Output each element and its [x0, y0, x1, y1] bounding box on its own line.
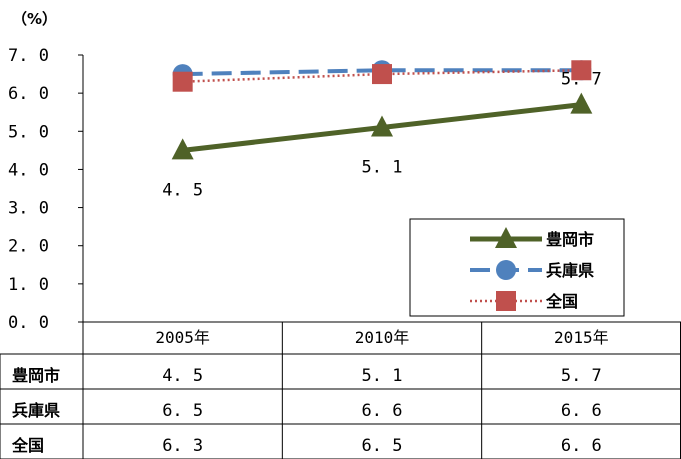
- table-cell: 6. 6: [561, 401, 602, 421]
- data-point-3: [372, 64, 392, 85]
- series-line-3: [182, 69, 582, 83]
- series-line-2: [182, 68, 582, 77]
- y-tick-label: 1. 0: [8, 275, 49, 295]
- y-axis: （%） 0. 0 1. 0 2. 0 3. 0 4. 0 5. 0 6. 0 7. 0: [8, 10, 84, 459]
- table-cell: 6. 3: [162, 436, 203, 456]
- data-label: 5. 7: [561, 70, 602, 90]
- data-labels: 4. 5 5. 1 5. 7: [162, 70, 602, 201]
- data-point-1: [570, 92, 593, 114]
- data-point-1: [171, 138, 194, 160]
- data-point-1: [371, 115, 393, 137]
- x-category-label: 2010年: [355, 328, 410, 347]
- chart-frame: 2005年 2010年 2015年: [0, 321, 681, 459]
- table-cell: 5. 7: [561, 366, 602, 386]
- data-label: 5. 1: [362, 157, 403, 177]
- data-point-3: [571, 60, 592, 81]
- y-tick-label: 5. 0: [8, 122, 49, 142]
- data-point-3: [172, 71, 193, 92]
- legend-entry: 兵庫県: [546, 261, 594, 280]
- table-cell: 5. 1: [362, 366, 403, 386]
- y-unit-label: （%）: [12, 10, 57, 28]
- y-tick-label: 3. 0: [8, 199, 49, 219]
- y-tick-label: 0. 0: [8, 313, 49, 333]
- table-cell: 6. 6: [561, 436, 602, 456]
- series-layer: [171, 60, 593, 160]
- y-tick-label: 4. 0: [8, 160, 49, 180]
- table-cell: 6. 5: [162, 401, 203, 421]
- table-row-header: 全国: [11, 436, 44, 455]
- table-row-header: 豊岡市: [12, 366, 60, 385]
- y-tick-label: 2. 0: [8, 237, 49, 257]
- table-row-header: 兵庫県: [12, 401, 60, 420]
- data-label: 4. 5: [162, 180, 203, 200]
- table-cell: 4. 5: [162, 366, 203, 386]
- y-tick-label: 7. 0: [8, 46, 49, 66]
- table-cell: 6. 5: [362, 436, 403, 456]
- legend-swatch-marker: [495, 227, 517, 248]
- data-table: 豊岡市 4. 5 5. 1 5. 7 兵庫県 6. 5 6. 6 6. 6 全国 6. 3 6. 5…: [0, 366, 681, 459]
- legend-swatch-marker: [496, 260, 516, 280]
- legend-entry: 全国: [545, 292, 578, 311]
- legend-entry: 豊岡市: [546, 230, 594, 249]
- table-cell: 6. 6: [362, 401, 403, 421]
- x-category-label: 2005年: [155, 328, 210, 347]
- x-category-label: 2015年: [554, 328, 609, 347]
- legend-swatch-marker: [496, 291, 516, 311]
- y-tick-label: 6. 0: [8, 84, 49, 104]
